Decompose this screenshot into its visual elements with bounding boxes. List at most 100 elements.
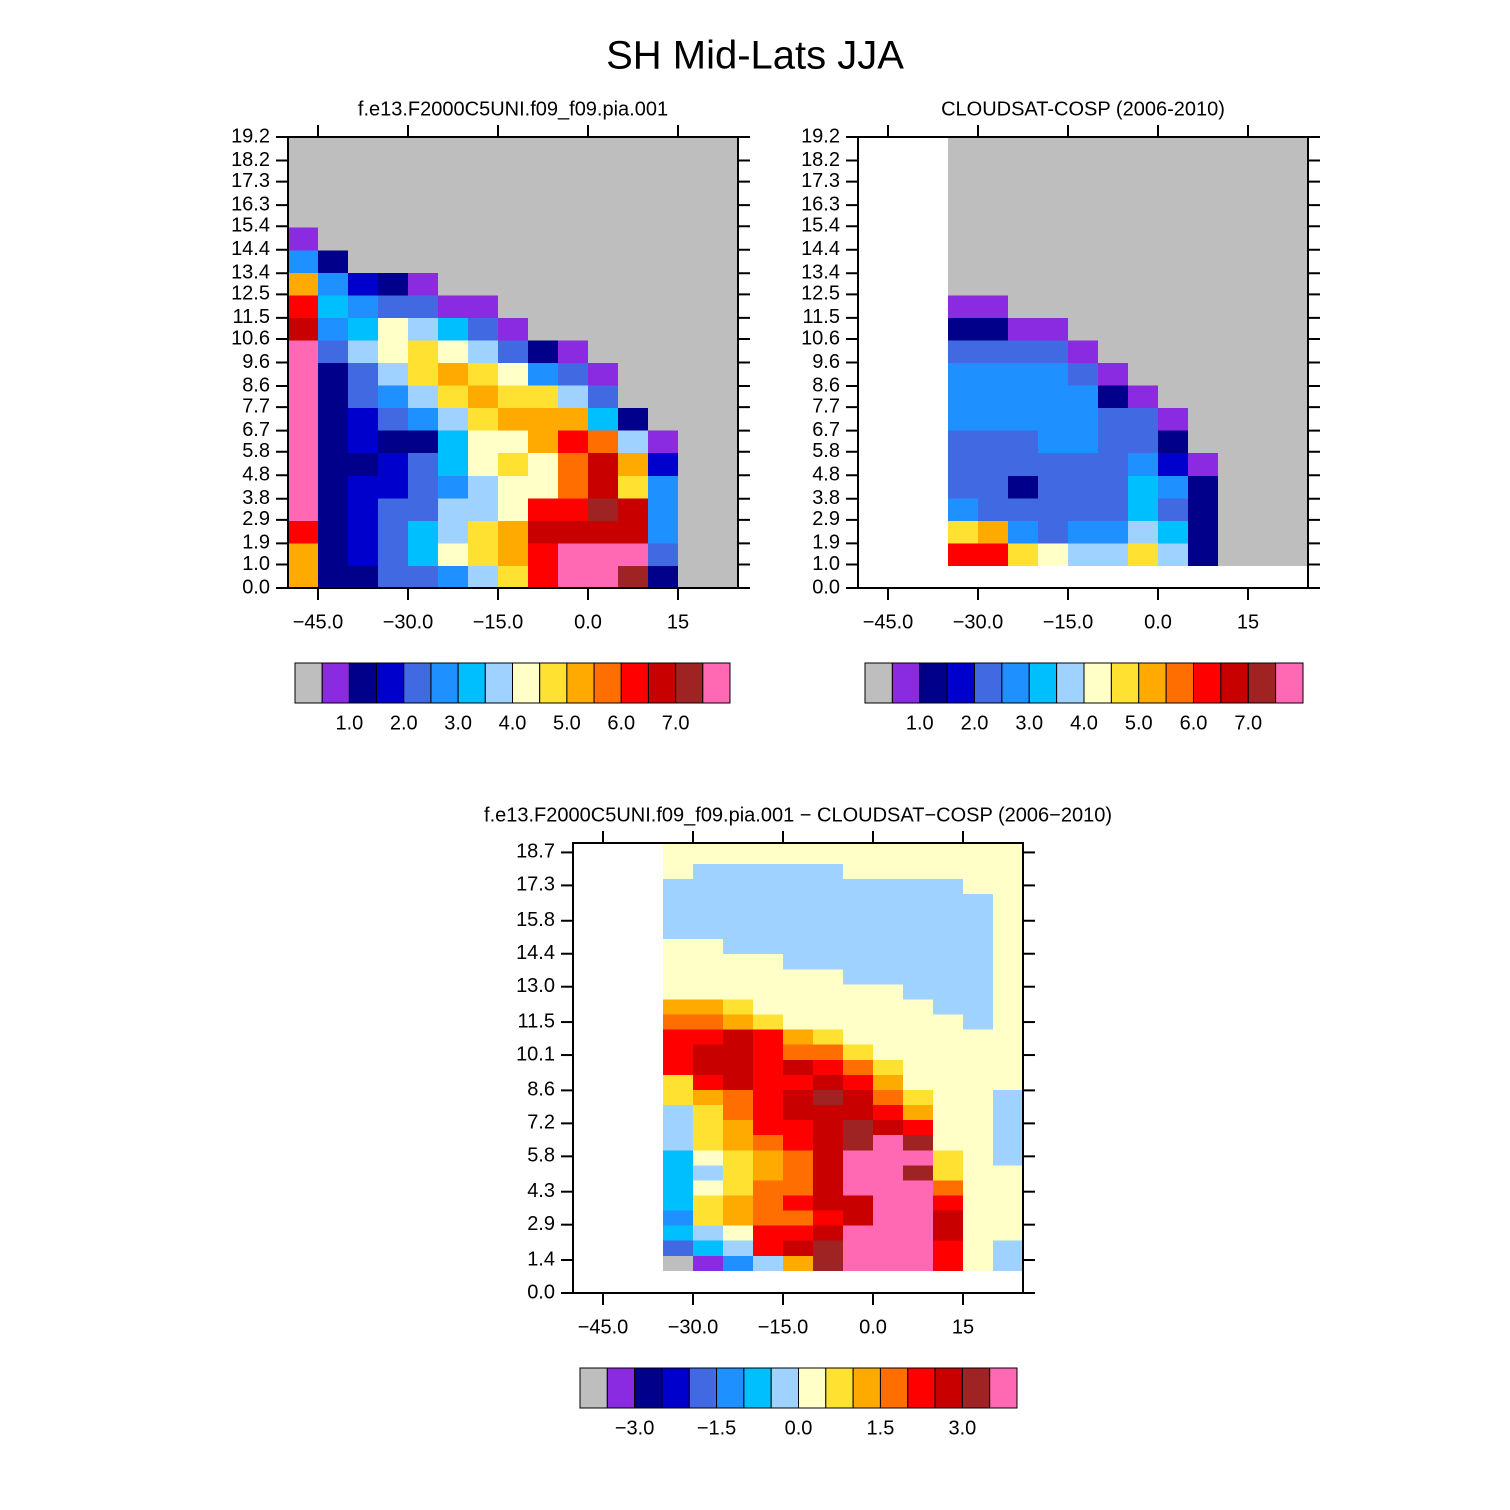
cell [903, 1119, 934, 1136]
x-tick-label: −15.0 [758, 1316, 809, 1338]
cell [648, 565, 679, 588]
cell [1218, 430, 1249, 454]
cell [318, 272, 349, 296]
cell [438, 182, 469, 206]
cell [318, 227, 349, 251]
cell [723, 1194, 754, 1211]
cell [468, 182, 499, 206]
cell [1098, 182, 1129, 206]
cell [648, 475, 679, 499]
cell [1218, 204, 1249, 228]
colorbar-label: 2.0 [390, 712, 418, 734]
cell [963, 1074, 994, 1090]
cell [588, 204, 619, 228]
colorbar-box [798, 1367, 827, 1409]
cell [948, 430, 979, 454]
cell [708, 294, 738, 318]
cell [663, 1059, 694, 1075]
cell [408, 385, 439, 409]
y-tick-label: 16.3 [231, 193, 270, 215]
figure-title: SH Mid-Lats JJA [606, 34, 904, 78]
cell [693, 1194, 724, 1211]
cell [978, 272, 1009, 296]
cell [1008, 520, 1039, 544]
cell [948, 475, 979, 499]
cell [1128, 227, 1159, 251]
cell [288, 339, 319, 363]
cell [873, 953, 904, 970]
cell [933, 1014, 964, 1030]
cell [618, 407, 649, 431]
cell [783, 1255, 814, 1271]
cell [528, 385, 559, 409]
cell [723, 1029, 754, 1045]
cell [438, 542, 469, 566]
cell [678, 182, 709, 206]
cell [723, 893, 754, 909]
cell [1158, 294, 1189, 318]
cell [813, 1134, 844, 1151]
cell [618, 249, 649, 273]
cell [378, 407, 409, 431]
cell [663, 1225, 694, 1241]
cell [1128, 249, 1159, 273]
cell [468, 294, 499, 318]
cell [408, 430, 439, 454]
cell [348, 317, 379, 341]
cell [1038, 317, 1069, 341]
cell [843, 1089, 874, 1106]
y-tick-label: 6.7 [242, 419, 270, 441]
cell [498, 182, 529, 206]
cell [843, 1014, 874, 1030]
cell [978, 542, 1009, 566]
cell [588, 182, 619, 206]
cell [843, 893, 874, 909]
cell [978, 475, 1009, 499]
cell [708, 227, 738, 251]
cell [1278, 407, 1308, 431]
cell [963, 1104, 994, 1121]
cell [723, 983, 754, 1000]
cell [1278, 294, 1308, 318]
colorbar-box [1056, 662, 1085, 704]
cell [693, 893, 724, 909]
cell [648, 137, 679, 161]
panel-title: f.e13.F2000C5UNI.f09_f09.pia.001 − CLOUD… [484, 804, 1112, 826]
cell [903, 983, 934, 1000]
cell [813, 923, 844, 940]
cell [318, 452, 349, 476]
cell [693, 1134, 724, 1151]
cell [288, 227, 319, 251]
cell [963, 1044, 994, 1060]
cell [1038, 204, 1069, 228]
cell [318, 385, 349, 409]
cell [1128, 542, 1159, 566]
cell [873, 968, 904, 985]
cell [678, 227, 709, 251]
cell [753, 863, 784, 879]
cell [708, 182, 738, 206]
cell [903, 908, 934, 925]
cell [318, 565, 349, 588]
cell [963, 1029, 994, 1045]
cell [1038, 452, 1069, 476]
cell [438, 204, 469, 228]
cell [528, 520, 559, 544]
cell [948, 385, 979, 409]
cell [1188, 317, 1219, 341]
cell [783, 843, 814, 849]
cell [933, 908, 964, 925]
cell [1218, 542, 1249, 566]
cell [408, 565, 439, 588]
cell [993, 1149, 1023, 1166]
cell [588, 137, 619, 161]
cell [903, 1179, 934, 1196]
cell [873, 1179, 904, 1196]
colorbar-box [321, 662, 350, 704]
cell [693, 1210, 724, 1226]
cell [993, 1164, 1023, 1181]
cell [648, 204, 679, 228]
cell [873, 983, 904, 1000]
y-tick-label: 18.2 [231, 149, 270, 171]
cell [663, 1104, 694, 1121]
